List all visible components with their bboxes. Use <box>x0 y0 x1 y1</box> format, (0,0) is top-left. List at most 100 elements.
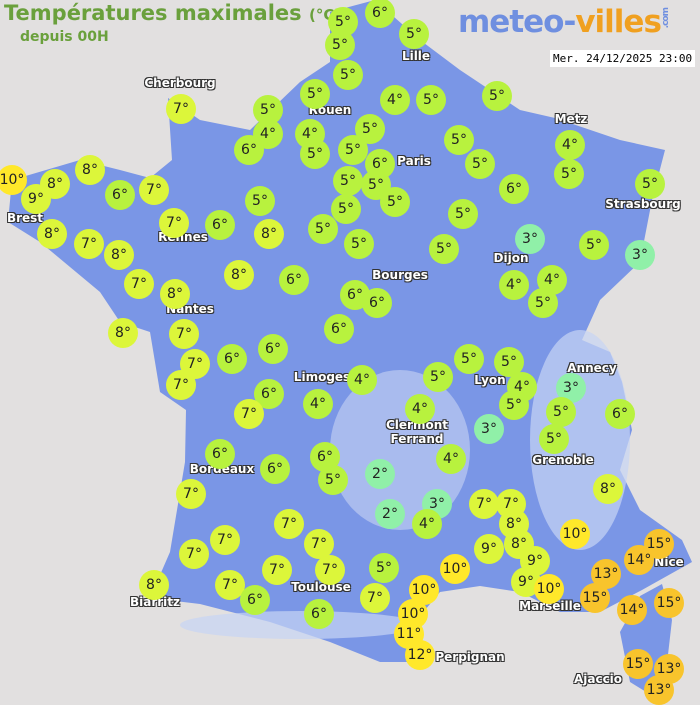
temperature-marker[interactable]: 5° <box>444 125 474 155</box>
temperature-marker[interactable]: 2° <box>365 459 395 489</box>
temperature-marker[interactable]: 2° <box>375 499 405 529</box>
temperature-marker[interactable]: 5° <box>344 229 374 259</box>
temperature-marker[interactable]: 8° <box>160 279 190 309</box>
temperature-marker[interactable]: 8° <box>593 474 623 504</box>
temperature-marker[interactable]: 6° <box>217 344 247 374</box>
temperature-marker[interactable]: 5° <box>308 214 338 244</box>
temperature-marker[interactable]: 5° <box>300 139 330 169</box>
temperature-marker[interactable]: 5° <box>539 424 569 454</box>
temperature-marker[interactable]: 5° <box>528 288 558 318</box>
temperature-marker[interactable]: 5° <box>579 230 609 260</box>
temperature-marker[interactable]: 5° <box>369 553 399 583</box>
temperature-marker[interactable]: 6° <box>105 180 135 210</box>
temperature-marker[interactable]: 4° <box>253 119 283 149</box>
temperature-marker[interactable]: 6° <box>304 599 334 629</box>
temperature-marker[interactable]: 8° <box>139 570 169 600</box>
temperature-marker[interactable]: 6° <box>365 0 395 28</box>
temperature-marker[interactable]: 5° <box>333 60 363 90</box>
temperature-marker[interactable]: 8° <box>254 219 284 249</box>
temperature-marker[interactable]: 8° <box>104 240 134 270</box>
temperature-marker[interactable]: 4° <box>499 270 529 300</box>
temperature-marker[interactable]: 7° <box>124 269 154 299</box>
temperature-marker[interactable]: 9° <box>474 534 504 564</box>
temperature-marker[interactable]: 10° <box>0 165 27 195</box>
temperature-marker[interactable]: 14° <box>617 595 647 625</box>
temperature-marker[interactable]: 6° <box>205 210 235 240</box>
temperature-marker[interactable]: 12° <box>405 640 435 670</box>
temperature-marker[interactable]: 4° <box>412 509 442 539</box>
temperature-marker[interactable]: 4° <box>436 444 466 474</box>
temperature-marker[interactable]: 7° <box>262 555 292 585</box>
temperature-marker[interactable]: 5° <box>423 362 453 392</box>
temperature-marker[interactable]: 7° <box>166 370 196 400</box>
temperature-marker[interactable]: 14° <box>624 545 654 575</box>
temperature-marker[interactable]: 7° <box>169 319 199 349</box>
temperature-marker[interactable]: 7° <box>166 94 196 124</box>
temperature-marker[interactable]: 7° <box>234 399 264 429</box>
temperature-marker[interactable]: 5° <box>465 149 495 179</box>
temperature-marker[interactable]: 4° <box>347 365 377 395</box>
temperature-marker[interactable]: 7° <box>360 583 390 613</box>
temperature-marker[interactable]: 6° <box>260 454 290 484</box>
temperature-marker[interactable]: 7° <box>210 525 240 555</box>
temperature-marker[interactable]: 4° <box>303 389 333 419</box>
temperature-marker[interactable]: 7° <box>315 555 345 585</box>
temperature-marker[interactable]: 4° <box>380 85 410 115</box>
temperature-marker[interactable]: 5° <box>333 166 363 196</box>
temperature-marker[interactable]: 6° <box>240 585 270 615</box>
temperature-marker[interactable]: 9° <box>21 184 51 214</box>
temperature-marker[interactable]: 5° <box>399 19 429 49</box>
temperature-marker[interactable]: 8° <box>37 219 67 249</box>
temperature-marker[interactable]: 5° <box>454 344 484 374</box>
temperature-marker[interactable]: 7° <box>179 539 209 569</box>
temperature-marker[interactable]: 7° <box>74 229 104 259</box>
temperature-marker[interactable]: 7° <box>304 529 334 559</box>
temperature-marker[interactable]: 5° <box>325 30 355 60</box>
temperature-value: 4° <box>302 126 318 142</box>
temperature-marker[interactable]: 13° <box>644 675 674 705</box>
temperature-marker[interactable]: 7° <box>176 479 206 509</box>
temperature-marker[interactable]: 10° <box>534 574 564 604</box>
temperature-marker[interactable]: 3° <box>474 414 504 444</box>
temperature-marker[interactable]: 7° <box>469 489 499 519</box>
temperature-marker[interactable]: 15° <box>644 529 674 559</box>
temperature-marker[interactable]: 6° <box>605 399 635 429</box>
temperature-marker[interactable]: 5° <box>635 169 665 199</box>
temperature-marker[interactable]: 5° <box>482 81 512 111</box>
temperature-marker[interactable]: 5° <box>331 194 361 224</box>
temperature-marker[interactable]: 5° <box>448 199 478 229</box>
temperature-marker[interactable]: 15° <box>623 649 653 679</box>
temperature-marker[interactable]: 8° <box>75 155 105 185</box>
temperature-marker[interactable]: 5° <box>546 397 576 427</box>
temperature-marker[interactable]: 5° <box>554 159 584 189</box>
temperature-marker[interactable]: 6° <box>205 439 235 469</box>
temperature-marker[interactable]: 5° <box>499 390 529 420</box>
temperature-marker[interactable]: 6° <box>279 265 309 295</box>
temperature-marker[interactable]: 5° <box>245 186 275 216</box>
temperature-marker[interactable]: 6° <box>258 334 288 364</box>
temperature-marker[interactable]: 15° <box>654 588 684 618</box>
temperature-marker[interactable]: 6° <box>234 135 264 165</box>
temperature-marker[interactable]: 5° <box>338 135 368 165</box>
temperature-marker[interactable]: 6° <box>362 288 392 318</box>
temperature-marker[interactable]: 8° <box>108 318 138 348</box>
temperature-marker[interactable]: 6° <box>324 314 354 344</box>
temperature-marker[interactable]: 6° <box>499 174 529 204</box>
temperature-marker[interactable]: 8° <box>224 260 254 290</box>
temperature-marker[interactable]: 7° <box>274 509 304 539</box>
temperature-marker[interactable]: 5° <box>429 234 459 264</box>
temperature-marker[interactable]: 4° <box>555 130 585 160</box>
meteo-villes-logo[interactable]: meteo-villes.com <box>458 4 671 40</box>
temperature-marker[interactable]: 3° <box>625 240 655 270</box>
temperature-marker[interactable]: 7° <box>139 175 169 205</box>
temperature-marker[interactable]: 10° <box>560 519 590 549</box>
temperature-marker[interactable]: 5° <box>318 465 348 495</box>
temperature-marker[interactable]: 5° <box>380 187 410 217</box>
temperature-marker[interactable]: 4° <box>405 394 435 424</box>
temperature-marker[interactable]: 5° <box>300 79 330 109</box>
temperature-marker[interactable]: 3° <box>515 224 545 254</box>
temperature-marker[interactable]: 7° <box>159 208 189 238</box>
temperature-marker[interactable]: 5° <box>416 85 446 115</box>
temperature-marker[interactable]: 15° <box>580 583 610 613</box>
temperature-marker[interactable]: 10° <box>440 554 470 584</box>
